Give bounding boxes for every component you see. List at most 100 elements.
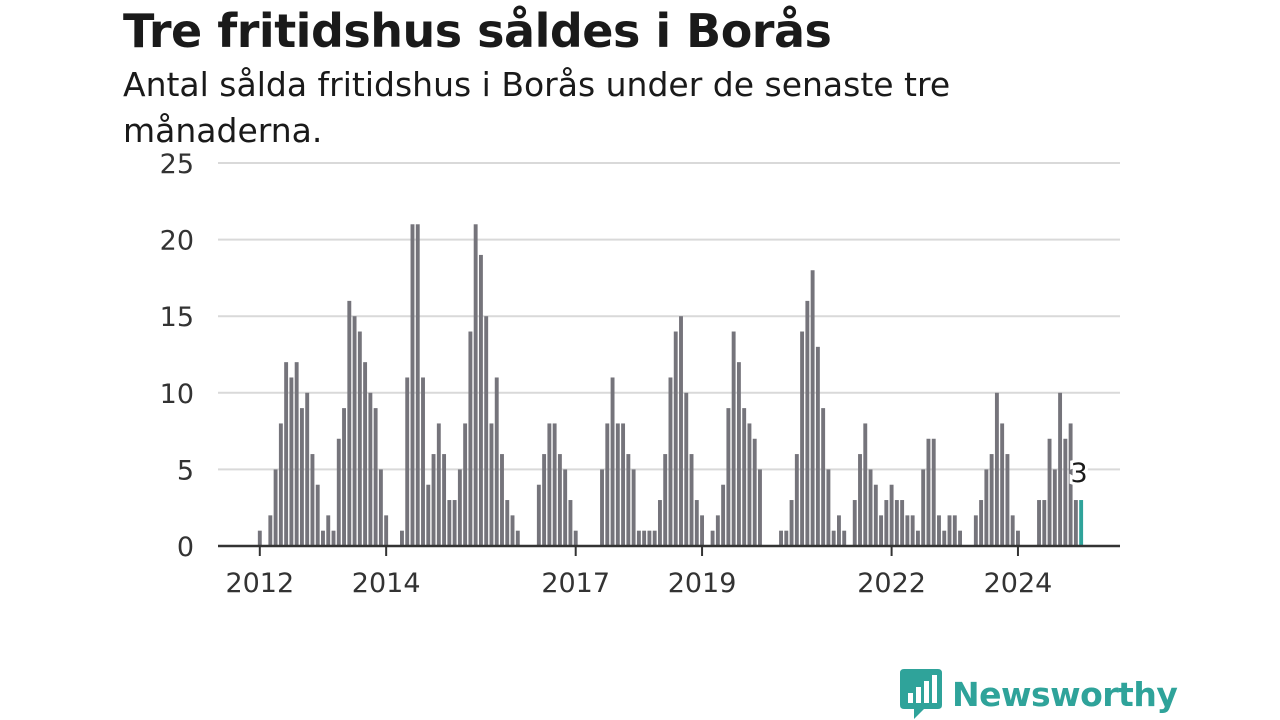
bar bbox=[942, 530, 947, 546]
bar bbox=[873, 484, 878, 546]
bar bbox=[684, 392, 689, 546]
bar bbox=[568, 500, 573, 546]
bar bbox=[894, 500, 899, 546]
bar bbox=[810, 270, 815, 546]
bar bbox=[994, 392, 999, 546]
bar bbox=[547, 423, 552, 546]
bar bbox=[726, 408, 731, 546]
bar bbox=[1042, 500, 1047, 546]
bar bbox=[315, 484, 320, 546]
bar bbox=[489, 423, 494, 546]
bar bbox=[1005, 454, 1010, 546]
bar bbox=[1063, 438, 1068, 546]
bar bbox=[679, 316, 683, 546]
y-tick-label: 10 bbox=[160, 379, 194, 410]
bar bbox=[800, 331, 805, 546]
bar bbox=[879, 515, 884, 546]
brand-logo: Newsworthy bbox=[900, 668, 1178, 720]
bar bbox=[484, 316, 489, 546]
bar bbox=[915, 530, 920, 546]
last-value-label: 3 bbox=[1071, 458, 1088, 489]
bar bbox=[673, 331, 678, 546]
bar bbox=[837, 515, 841, 546]
bar bbox=[1016, 530, 1020, 546]
bar bbox=[1010, 515, 1015, 546]
bar bbox=[257, 530, 262, 546]
bar bbox=[1052, 469, 1057, 546]
bar bbox=[610, 377, 615, 546]
page-title: Tre fritidshus såldes i Borås bbox=[123, 4, 832, 58]
bar bbox=[515, 530, 520, 546]
bar bbox=[831, 530, 836, 546]
bar bbox=[452, 500, 457, 546]
bar bbox=[621, 423, 626, 546]
bar bbox=[494, 377, 499, 546]
bar bbox=[352, 316, 357, 546]
bar bbox=[668, 377, 673, 546]
x-axis-ticks: 2012 2014 2017 2019 2022 2024 bbox=[225, 546, 1052, 599]
bar bbox=[952, 515, 957, 546]
bar bbox=[342, 408, 346, 546]
bar bbox=[889, 484, 894, 546]
bar bbox=[310, 454, 315, 546]
bar bbox=[926, 438, 931, 546]
bar bbox=[1000, 423, 1005, 546]
bar bbox=[863, 423, 868, 546]
bar bbox=[758, 469, 762, 546]
bar bbox=[573, 530, 578, 546]
page-subtitle: Antal sålda fritidshus i Borås under de … bbox=[123, 65, 951, 150]
bar bbox=[805, 300, 810, 546]
y-tick-label: 5 bbox=[177, 455, 194, 486]
y-tick-label: 20 bbox=[160, 226, 194, 257]
bar bbox=[1037, 500, 1041, 546]
bar bbox=[473, 224, 478, 546]
bar bbox=[742, 408, 747, 546]
bar bbox=[989, 454, 994, 546]
y-tick-label: 25 bbox=[160, 149, 194, 180]
bar bbox=[468, 331, 473, 546]
bar bbox=[1058, 392, 1063, 546]
bars bbox=[257, 224, 1084, 547]
bar bbox=[405, 377, 410, 546]
bar bbox=[331, 530, 336, 546]
bar bbox=[973, 515, 978, 546]
bar bbox=[552, 423, 557, 546]
bar bbox=[731, 331, 736, 546]
bar bbox=[615, 423, 620, 546]
bar bbox=[700, 515, 705, 546]
bar bbox=[447, 500, 452, 546]
bar bbox=[442, 454, 447, 546]
gridlines bbox=[218, 162, 1120, 471]
bar bbox=[600, 469, 604, 546]
bar bbox=[294, 362, 299, 546]
bar bbox=[500, 454, 504, 546]
bar bbox=[305, 392, 310, 546]
bar bbox=[900, 500, 905, 546]
bar bbox=[931, 438, 936, 546]
bar bbox=[694, 500, 699, 546]
bar bbox=[647, 530, 652, 546]
bar bbox=[715, 515, 720, 546]
x-tick-label: 2022 bbox=[857, 568, 926, 599]
bar bbox=[268, 515, 273, 546]
bar bbox=[505, 500, 510, 546]
bar bbox=[289, 377, 294, 546]
bar bbox=[979, 500, 984, 546]
bar bbox=[421, 377, 425, 546]
bar bbox=[905, 515, 910, 546]
bar bbox=[605, 423, 610, 546]
bar bbox=[557, 454, 562, 546]
bar bbox=[431, 454, 436, 546]
y-tick-label: 15 bbox=[160, 302, 194, 333]
bar bbox=[958, 530, 962, 546]
bar bbox=[1047, 438, 1052, 546]
bar bbox=[542, 454, 547, 546]
bar bbox=[273, 469, 278, 546]
bar-chart: 0 5 10 15 20 25 2012 2014 2017 2019 2022 2024 3 bbox=[160, 149, 1120, 599]
bar bbox=[747, 423, 752, 546]
bar bbox=[284, 362, 289, 546]
bar bbox=[852, 500, 857, 546]
bar bbox=[937, 515, 941, 546]
bar bbox=[321, 530, 325, 546]
bar bbox=[689, 454, 694, 546]
